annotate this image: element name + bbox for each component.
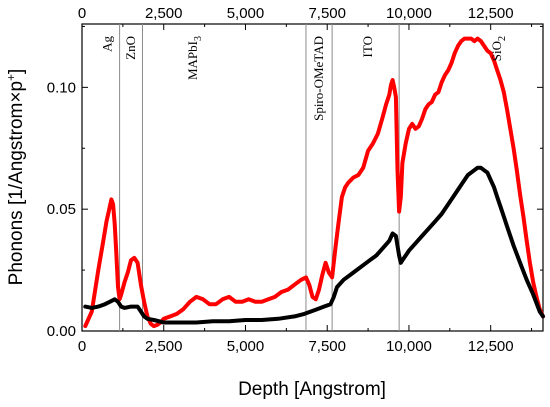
series-line-1 [83, 165, 545, 325]
y-tick-label: 0.10 [47, 79, 76, 96]
layer-label-4: ITO [360, 36, 375, 57]
x-bottom-tick-label: 10,000 [386, 338, 432, 355]
x-top-tick-label: 7,500 [308, 5, 346, 22]
x-top-tick-label: 10,000 [386, 5, 432, 22]
y-axis: 0.00 0.05 0.10 [47, 25, 543, 340]
x-axis-top: 0 2,500 5,000 7,500 10,000 12,500 [78, 5, 514, 22]
y-axis-title: Phonons [1/Angstrom×p+] [4, 69, 27, 286]
layer-labels: Ag ZnO MAPbI3 Spiro-OMeTAD ITO SiO2 [100, 36, 509, 121]
x-bottom-tick-label: 2,500 [145, 338, 183, 355]
x-top-tick-label: 2,500 [145, 5, 183, 22]
x-axis-bottom: 0 2,500 5,000 7,500 10,000 12,500 [78, 24, 533, 355]
plot-frame [81, 23, 544, 332]
layer-label-2: MAPbI3 [185, 36, 204, 80]
x-bottom-tick-label: 5,000 [227, 338, 265, 355]
x-bottom-tick-label: 12,500 [468, 338, 514, 355]
x-bottom-tick-label: 7,500 [308, 338, 346, 355]
layer-label-3: Spiro-OMeTAD [311, 36, 326, 121]
layer-label-0: Ag [100, 36, 115, 52]
x-axis-title: Depth [Angstrom] [238, 379, 386, 400]
x-top-tick-label: 5,000 [227, 5, 265, 22]
y-axis-title-main: Phonons [1/Angstrom×p [6, 81, 27, 285]
layer-label-1: ZnO [123, 36, 138, 60]
layer-label-5: SiO2 [489, 36, 508, 61]
y-tick-label: 0.05 [47, 201, 76, 218]
y-tick-label: 0.00 [47, 323, 76, 340]
y-axis-title-superscript: + [4, 74, 18, 81]
x-bottom-tick-label: 0 [78, 338, 86, 355]
x-top-tick-label: 0 [78, 5, 86, 22]
x-top-tick-label: 12,500 [468, 5, 514, 22]
y-axis-title-end: ] [6, 69, 27, 74]
series-layer [83, 36, 545, 329]
